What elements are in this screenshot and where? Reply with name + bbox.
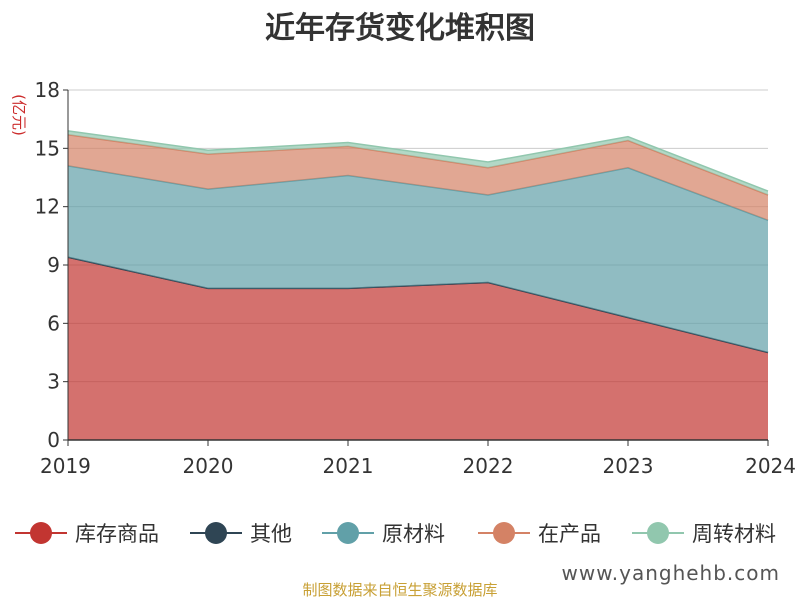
y-tick-label: 18 xyxy=(35,78,60,102)
x-tick-label: 2021 xyxy=(323,454,374,478)
series-line-4 xyxy=(67,130,769,192)
legend-item-3[interactable]: 在产品 xyxy=(478,522,601,546)
area-series-3 xyxy=(68,134,768,221)
watermark: www.yanghehb.com xyxy=(562,561,780,585)
area-series-0 xyxy=(68,257,768,440)
area-series-4 xyxy=(68,130,768,195)
legend-marker xyxy=(337,522,359,544)
y-tick-label: 9 xyxy=(47,253,60,277)
y-tick-label: 12 xyxy=(35,195,60,219)
y-tick-label: 0 xyxy=(47,428,60,452)
area-series-2 xyxy=(68,165,768,353)
x-tick-label: 2023 xyxy=(603,454,654,478)
y-tick-label: 3 xyxy=(47,370,60,394)
legend-marker xyxy=(205,522,227,544)
y-tick-label: 6 xyxy=(47,311,60,335)
legend-item-0[interactable]: 库存商品 xyxy=(15,522,159,546)
chart-title: 近年存货变化堆积图 xyxy=(265,11,535,46)
x-tick-label: 2020 xyxy=(183,454,234,478)
legend-marker xyxy=(647,522,669,544)
legend-label: 库存商品 xyxy=(75,522,159,546)
legend-label: 原材料 xyxy=(382,522,445,546)
legend: 库存商品 其他 原材料 在产品 周转材料 xyxy=(15,522,776,546)
legend-label: 在产品 xyxy=(538,522,601,546)
x-tick-label: 2019 xyxy=(40,454,91,478)
legend-marker xyxy=(30,522,52,544)
series-line-3 xyxy=(67,133,769,196)
legend-item-2[interactable]: 原材料 xyxy=(322,522,445,546)
y-tick-label: 15 xyxy=(35,136,60,160)
y-axis-label: (亿元) xyxy=(10,94,28,136)
legend-label: 其他 xyxy=(250,522,292,546)
x-tick-label: 2022 xyxy=(463,454,514,478)
series-line-2 xyxy=(67,165,769,221)
axes: 0 3 6 9 12 15 18 2019 2020 2021 2022 2023 2024 xyxy=(35,78,796,478)
area-series xyxy=(67,130,769,440)
legend-item-4[interactable]: 周转材料 xyxy=(632,522,776,546)
legend-marker xyxy=(493,522,515,544)
x-tick-label: 2024 xyxy=(745,454,796,478)
legend-item-1[interactable]: 其他 xyxy=(190,522,292,546)
legend-label: 周转材料 xyxy=(692,522,776,546)
source-note: 制图数据来自恒生聚源数据库 xyxy=(302,581,497,599)
